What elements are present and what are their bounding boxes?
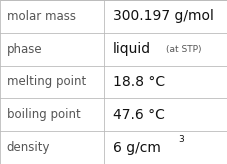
Text: 47.6 °C: 47.6 °C [112, 108, 164, 122]
Text: 3: 3 [177, 135, 183, 144]
Text: melting point: melting point [7, 75, 86, 89]
Text: 6 g/cm: 6 g/cm [112, 141, 160, 155]
Text: (at STP): (at STP) [166, 45, 201, 54]
Text: 300.197 g/mol: 300.197 g/mol [112, 9, 213, 23]
Text: molar mass: molar mass [7, 10, 76, 23]
Text: density: density [7, 141, 50, 154]
Text: liquid: liquid [112, 42, 150, 56]
Text: phase: phase [7, 43, 42, 56]
Text: boiling point: boiling point [7, 108, 80, 121]
Text: 18.8 °C: 18.8 °C [112, 75, 164, 89]
